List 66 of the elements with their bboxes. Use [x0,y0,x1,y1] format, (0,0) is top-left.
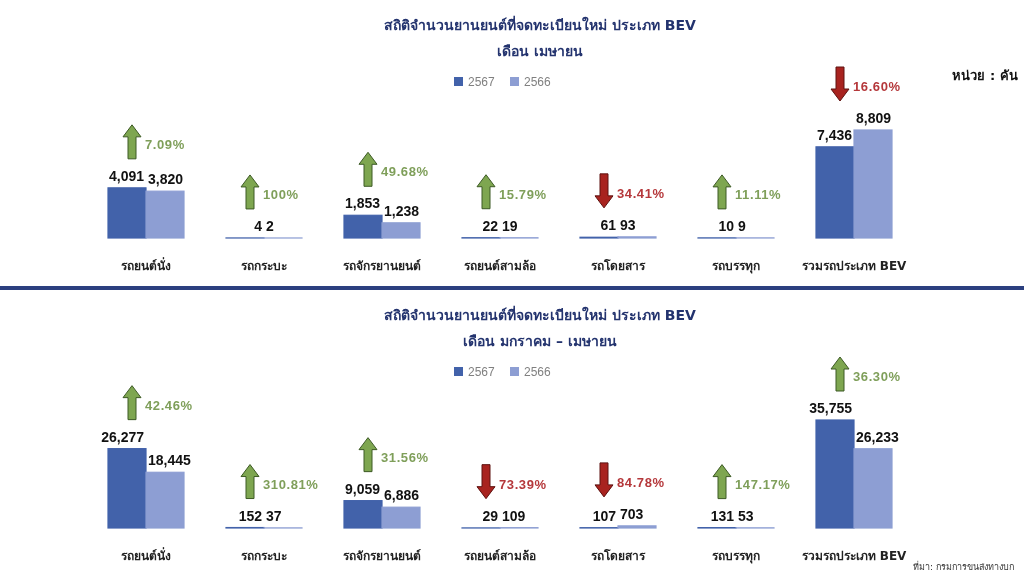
x-tick-label: รถยนต์สามล้อ [464,549,536,563]
data-label: 1,853 [344,195,381,212]
data-label: 4 [254,217,263,234]
chart-subtitle: เดือน เมษายน [497,43,583,59]
legend-label: 2567 [468,75,496,89]
annotation: 7.09% [145,136,185,152]
x-tick-label: รถยนต์นั่ง [121,257,171,273]
x-tick-label: รวมรถประเภท BEV [801,259,908,273]
x-tick-label: รถบรรทุก [712,549,760,564]
data-label: 8,809 [856,110,892,126]
text: 42.46% [145,397,193,413]
legend-label: 2566 [524,365,552,379]
data-label: 26,277 [101,428,145,445]
text: 16.60% [853,79,901,94]
chart-title: สถิติจำนวนยานยนต์ที่จดทะเบียนใหม่ ประเภท BEV [384,305,697,323]
annotation: 73.39% [499,476,547,492]
text: หน่วย : คัน [952,68,1018,83]
chart-subtitle: เดือน มกราคม – เมษายน [463,333,617,349]
legend-label: 2566 [524,75,552,89]
annotation: 84.78% [617,474,665,490]
data-label: 109 [502,507,526,524]
x-tick-label: รถจักรยานยนต์ [343,259,421,273]
data-label: 53 [738,507,754,524]
annotation: 31.56% [381,449,429,465]
x-tick-label: รถโดยสาร [591,548,646,563]
data-label: 35,755 [809,400,853,416]
data-label: 22 [482,217,499,234]
annotation: 310.81% [263,476,319,492]
x-tick-label: รถโดยสาร [591,258,646,273]
data-label: 10 [718,217,735,234]
annotation: 11.11% [735,186,782,202]
data-label: 26,233 [856,428,900,445]
data-label: 9 [738,217,746,234]
x-tick-label: รวมรถประเภท BEV [801,549,908,563]
x-tick-label: รถกระบะ [241,259,287,273]
legend-label: 2567 [468,365,496,379]
data-label: 18,445 [148,452,192,469]
data-label: 2 [266,217,274,234]
data-label: 7,436 [816,126,853,143]
chart-title: สถิติจำนวนยานยนต์ที่จดทะเบียนใหม่ ประเภท BEV [384,15,697,33]
data-label: 61 [600,217,617,234]
annotation: 100% [263,186,299,202]
x-tick-label: รถยนต์นั่ง [121,547,171,563]
x-tick-label: รถจักรยานยนต์ [343,549,421,563]
data-label: 6,886 [384,487,420,504]
data-label: 131 [710,507,735,524]
data-label: 9,059 [344,480,381,497]
x-tick-label: รถยนต์สามล้อ [464,259,536,273]
text: 36.30% [853,369,901,384]
text: ที่มา: กรมการขนส่งทางบก [913,560,1014,572]
annotation: 15.79% [499,186,547,202]
data-label: 3,820 [148,171,184,188]
annotation: 147.17% [735,476,791,492]
data-label: 107 [592,507,617,524]
data-label: 4,091 [108,167,145,184]
x-tick-label: รถกระบะ [241,549,287,563]
data-label: 19 [502,217,518,234]
data-label: 37 [266,507,282,524]
data-label: 1,238 [384,202,420,219]
annotation: 49.68% [381,164,429,180]
data-label: 703 [620,505,644,522]
x-tick-label: รถบรรทุก [712,259,760,274]
annotation: 34.41% [617,185,665,201]
data-label: 29 [482,507,499,524]
data-label: 152 [238,507,263,524]
data-label: 93 [620,216,636,233]
